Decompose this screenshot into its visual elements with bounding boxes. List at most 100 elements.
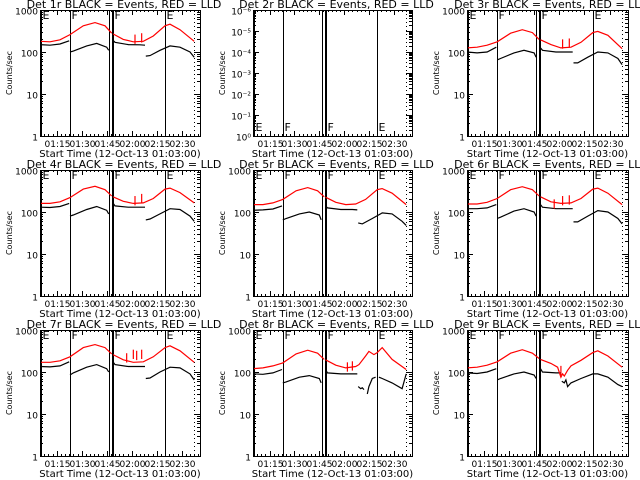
marker-label: F (285, 169, 291, 182)
events-line-segment (282, 211, 322, 221)
y-tick-label: 100 (234, 210, 251, 220)
x-tick-label: 02:15 (572, 460, 598, 470)
x-tick-label: 01:45 (522, 140, 548, 150)
marker-label: F (72, 9, 78, 22)
x-tick-label: 02:15 (145, 300, 171, 310)
x-axis-label: Start Time (12-Oct-13 01:03:00) (39, 469, 200, 480)
panel-title: Det 2r BLACK = Events, RED = LLD (239, 0, 434, 11)
lld-line-segment (467, 186, 540, 205)
x-tick-label: 02:00 (120, 140, 146, 150)
events-line-segment (540, 47, 573, 53)
x-tick-label: 01:30 (497, 460, 523, 470)
x-axis-label: Start Time (12-Oct-13 01:03:00) (252, 309, 413, 320)
events-line-segment (40, 361, 70, 368)
events-line-segment (112, 361, 145, 368)
marker-label: E (43, 9, 50, 22)
y-tick-label: 10⁻⁶ (231, 8, 251, 18)
events-line-segment (112, 202, 145, 208)
x-tick-label: 01:15 (45, 460, 71, 470)
y-tick-label: 100 (234, 370, 251, 380)
y-tick-label: 10 (27, 92, 39, 102)
x-tick-label: 02:15 (357, 460, 383, 470)
events-line-segment (325, 205, 358, 211)
y-tick-label: 10 (240, 252, 252, 262)
lld-line-segment (40, 185, 113, 204)
x-tick-label: 01:30 (282, 300, 308, 310)
x-tick-label: 01:15 (45, 300, 71, 310)
y-tick-label: 100 (21, 210, 38, 220)
marker-label: E (43, 169, 50, 182)
events-line-segment (496, 371, 537, 381)
y-tick-label: 10 (240, 412, 252, 422)
marker-label: E (470, 329, 477, 342)
y-tick-label: 1 (245, 294, 251, 304)
x-tick-label: 01:45 (307, 300, 333, 310)
events-line-segment (282, 374, 322, 384)
panel-title: Det 5r BLACK = Events, RED = LLD (239, 158, 434, 171)
y-tick-label: 1000 (442, 168, 465, 178)
lld-line-segment (112, 23, 195, 43)
events-line-segment (539, 368, 561, 374)
y-axis-label: Counts/sec (432, 211, 441, 255)
y-tick-label: 1 (32, 454, 38, 464)
y-tick-label: 10 (27, 412, 39, 422)
y-tick-label: 10 (454, 412, 466, 422)
events-line-segment (253, 205, 283, 211)
panel-title: Det 4r BLACK = Events, RED = LLD (27, 158, 222, 171)
marker-label: E (256, 329, 263, 342)
x-tick-label: 01:30 (497, 140, 523, 150)
x-tick-label: 02:15 (357, 300, 383, 310)
marker-label: F (72, 329, 78, 342)
y-tick-label: 10 (27, 252, 39, 262)
y-tick-label: 1000 (228, 328, 251, 338)
x-tick-label: 01:45 (95, 300, 121, 310)
y-tick-label: 1000 (442, 8, 465, 18)
x-tick-label: 02:30 (598, 300, 624, 310)
panel-title: Det 9r BLACK = Events, RED = LLD (454, 318, 640, 331)
marker-label: F (115, 9, 121, 22)
y-axis-label: Counts/sec (5, 371, 14, 415)
x-tick-label: 02:00 (332, 300, 358, 310)
x-tick-label: 02:00 (547, 460, 573, 470)
events-line-segment (145, 208, 195, 222)
marker-label: E (379, 121, 386, 134)
x-tick-label: 01:45 (522, 300, 548, 310)
x-tick-label: 01:15 (472, 140, 498, 150)
y-tick-label: 10⁻¹ (231, 113, 251, 123)
marker-label: E (595, 9, 602, 22)
panel-det-2r: Det 2r BLACK = Events, RED = LLD E F F E 10⁰ 1… (218, 0, 434, 160)
y-tick-label: 10 (454, 252, 466, 262)
y-tick-label: 1 (32, 134, 38, 144)
events-line-segment (378, 373, 407, 390)
x-tick-label: 01:45 (307, 460, 333, 470)
events-line-segment (561, 373, 623, 388)
x-tick-label: 02:00 (120, 460, 146, 470)
events-line-segment (366, 376, 376, 395)
panel-title: Det 8r BLACK = Events, RED = LLD (239, 318, 434, 331)
marker-label: F (542, 169, 548, 182)
x-tick-label: 02:15 (357, 140, 383, 150)
marker-label: F (285, 121, 291, 134)
marker-label: E (595, 169, 602, 182)
x-tick-label: 02:00 (547, 140, 573, 150)
marker-label: F (328, 329, 334, 342)
x-tick-label: 02:00 (332, 460, 358, 470)
y-tick-label: 1000 (442, 328, 465, 338)
x-tick-label: 02:00 (332, 140, 358, 150)
events-line-segment (40, 40, 70, 46)
panel-title: Det 7r BLACK = Events, RED = LLD (27, 318, 222, 331)
events-line-segment (112, 39, 146, 46)
events-line-segment (496, 208, 537, 220)
x-tick-label: 01:45 (95, 140, 121, 150)
x-axis-label: Start Time (12-Oct-13 01:03:00) (467, 309, 628, 320)
plot-frame (40, 10, 201, 137)
lld-line-segment (325, 187, 407, 206)
events-line-segment (357, 386, 365, 391)
x-tick-label: 02:30 (170, 460, 196, 470)
